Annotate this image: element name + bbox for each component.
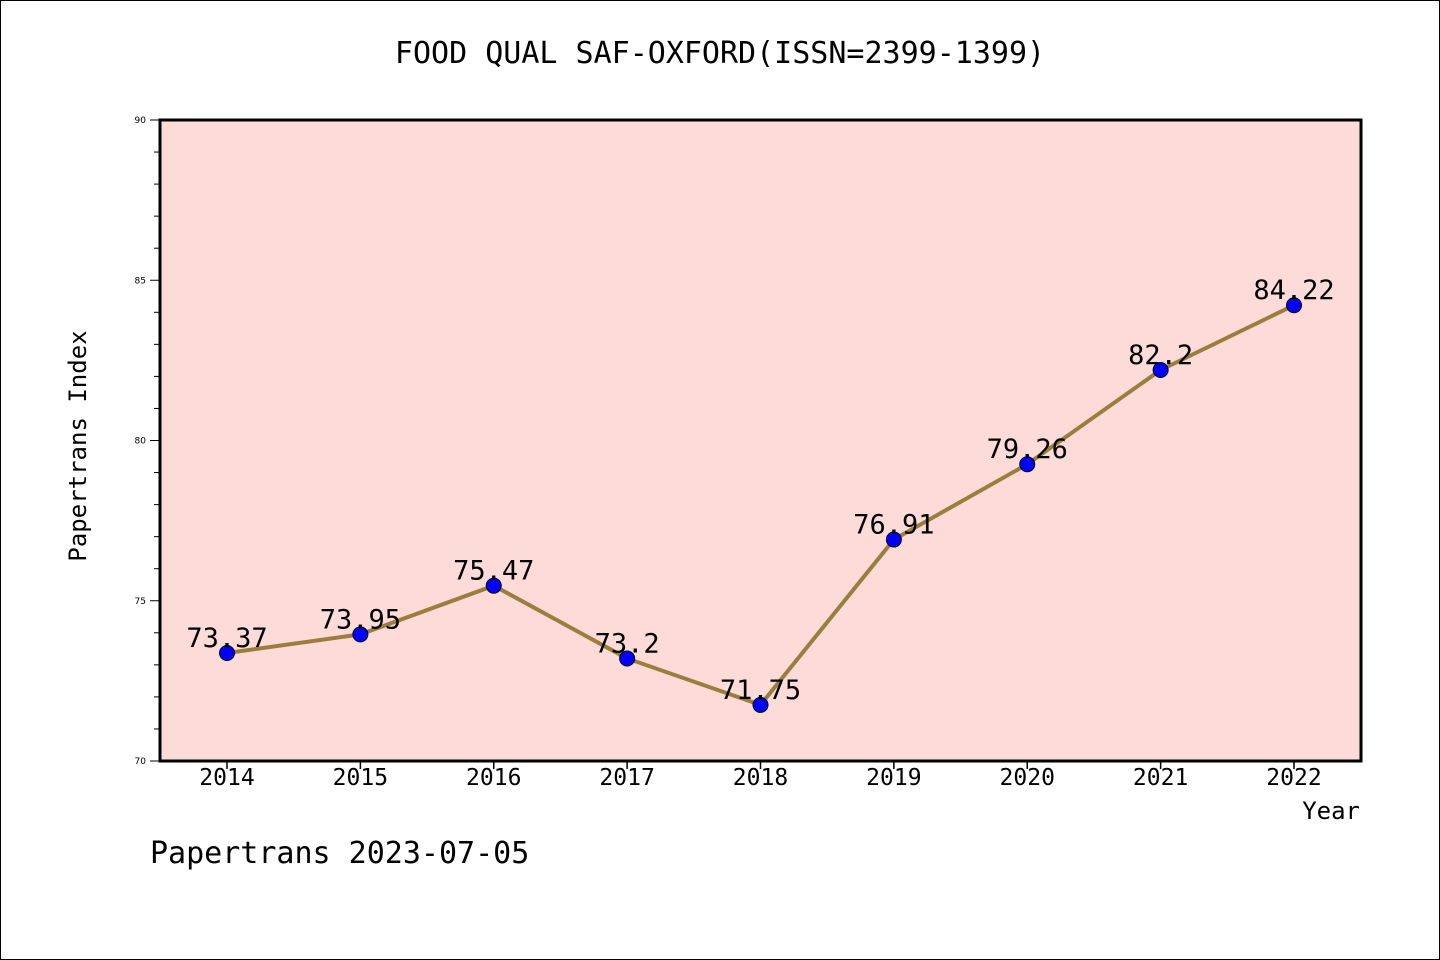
data-label: 79.26	[987, 434, 1068, 465]
data-point	[752, 696, 769, 713]
data-labels: 73.37 73.95 75.47 73.2 71.75 76.91 79.26 82.2 84…	[186, 275, 1334, 706]
data-point	[619, 650, 636, 667]
x-tick-label: 2015	[333, 765, 388, 791]
y-axis-label: Papertrans Index	[64, 330, 92, 562]
data-point	[1019, 456, 1036, 473]
y-tick-label: 85	[135, 276, 146, 286]
x-tick-label: 2017	[599, 765, 654, 791]
x-tick-label: 2020	[1000, 765, 1055, 791]
data-point	[1152, 361, 1169, 378]
data-point	[485, 577, 502, 594]
data-point	[352, 626, 369, 643]
chart-title: FOOD QUAL SAF-OXFORD(ISSN=2399-1399)	[394, 36, 1046, 71]
y-axis: 70 75 80 85 90	[135, 116, 160, 767]
x-tick-label: 2016	[466, 765, 521, 791]
data-label: 73.95	[320, 604, 401, 635]
x-axis: 2014 2015 2016 2017 2018 2019 2020 2021 2022	[199, 761, 1322, 791]
y-tick-label: 75	[135, 597, 146, 607]
y-tick-label: 70	[135, 757, 147, 767]
x-tick-label: 2022	[1266, 765, 1321, 791]
plot-area	[158, 118, 1363, 763]
data-label: 82.2	[1128, 340, 1193, 371]
x-tick-label: 2014	[199, 765, 254, 791]
data-label: 73.2	[595, 628, 660, 659]
data-points	[219, 297, 1302, 713]
x-tick-label: 2021	[1133, 765, 1188, 791]
footer-text: Papertrans 2023-07-05	[150, 836, 530, 871]
data-label: 75.47	[453, 556, 534, 587]
y-tick-label: 80	[135, 437, 147, 447]
x-axis-label: Year	[1302, 797, 1360, 825]
data-label: 73.37	[186, 623, 267, 654]
data-point	[219, 644, 235, 661]
data-point	[1286, 297, 1302, 314]
data-label: 76.91	[853, 510, 934, 541]
x-tick-label: 2018	[733, 765, 788, 791]
data-label: 84.22	[1253, 275, 1334, 306]
y-tick-label: 90	[135, 116, 147, 126]
data-label: 71.75	[720, 675, 801, 706]
x-tick-label: 2019	[866, 765, 921, 791]
data-point	[885, 531, 902, 548]
